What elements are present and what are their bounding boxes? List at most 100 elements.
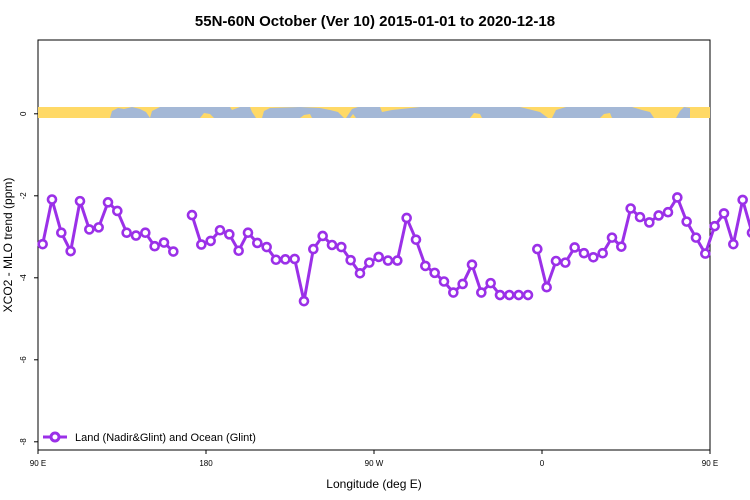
data-point — [662, 206, 674, 218]
x-tick-label: 90 E — [702, 459, 718, 468]
data-point — [392, 255, 403, 266]
data-point — [149, 240, 160, 252]
data-point — [653, 210, 664, 221]
x-tick-label: 90 E — [30, 459, 46, 468]
data-point — [494, 289, 506, 301]
series-lines — [41, 195, 750, 303]
data-point — [364, 257, 375, 268]
data-point — [252, 237, 263, 249]
data-point — [429, 267, 440, 279]
data-point — [690, 232, 702, 243]
data-point — [532, 243, 543, 255]
data-point — [672, 192, 683, 203]
data-point — [681, 216, 692, 227]
data-point — [354, 267, 366, 279]
x-tick-label: 180 — [199, 459, 213, 468]
data-point — [280, 254, 291, 265]
series-points — [37, 192, 750, 307]
data-point — [737, 194, 748, 206]
data-point — [233, 245, 244, 257]
data-point — [410, 234, 422, 245]
data-point — [46, 194, 58, 205]
data-point — [130, 230, 142, 241]
data-point — [289, 253, 300, 265]
data-point — [466, 259, 478, 270]
legend-marker — [49, 431, 61, 443]
data-point — [504, 289, 515, 301]
data-point — [569, 242, 580, 253]
x-tick-label: 0 — [540, 459, 545, 468]
data-point — [550, 255, 562, 267]
data-point — [308, 243, 319, 255]
data-point — [634, 211, 646, 223]
series-line-segment — [535, 195, 750, 289]
y-axis: 0 -2 -4 -6 -8 — [19, 111, 38, 445]
data-point — [102, 197, 114, 208]
x-tick-label: 90 W — [365, 459, 384, 468]
data-point — [186, 209, 198, 221]
data-point — [205, 235, 216, 247]
data-point — [597, 247, 608, 259]
y-axis-label: XCO2 - MLO trend (ppm) — [1, 178, 15, 313]
data-point — [196, 239, 207, 250]
data-point — [382, 255, 394, 266]
data-point — [373, 251, 384, 263]
x-axis-label: Longitude (deg E) — [326, 477, 421, 491]
data-point — [317, 230, 328, 242]
data-point — [168, 246, 179, 257]
data-point — [513, 289, 524, 301]
y-tick-label: -2 — [19, 192, 28, 200]
data-point — [700, 248, 711, 259]
data-point — [476, 287, 487, 298]
y-tick-label: -6 — [19, 356, 28, 364]
y-tick-label: 0 — [19, 111, 28, 116]
data-point — [261, 241, 272, 253]
data-point — [420, 260, 431, 272]
data-point — [93, 222, 104, 233]
data-point — [616, 241, 627, 252]
data-point — [718, 208, 730, 219]
data-point — [242, 227, 254, 238]
y-tick-label: -8 — [19, 438, 28, 446]
data-point — [270, 254, 282, 266]
data-point — [401, 212, 412, 224]
data-point — [121, 227, 132, 238]
data-point — [625, 203, 636, 214]
data-point — [541, 281, 552, 293]
data-point — [588, 251, 599, 263]
data-point — [224, 229, 235, 240]
legend: Land (Nadir&Glint) and Ocean (Glint) — [43, 431, 256, 444]
x-axis: 90 E 180 90 W 0 90 E — [30, 450, 718, 468]
map-strip-land-islands — [200, 113, 612, 118]
data-point — [522, 289, 534, 301]
data-point — [644, 217, 655, 228]
data-point — [345, 254, 356, 266]
data-point — [457, 278, 468, 290]
legend-label: Land (Nadir&Glint) and Ocean (Glint) — [75, 432, 256, 444]
map-strip — [38, 107, 710, 118]
data-point — [448, 287, 459, 298]
data-point — [158, 237, 170, 248]
data-point — [578, 247, 590, 259]
y-tick-label: -4 — [19, 274, 28, 282]
data-point — [84, 224, 95, 235]
data-point — [709, 220, 720, 232]
data-point — [438, 276, 450, 287]
map-strip-ocean — [110, 107, 690, 118]
data-point — [326, 239, 338, 251]
data-point — [298, 295, 310, 307]
data-point — [65, 245, 76, 257]
data-point — [37, 238, 48, 250]
chart-title: 55N-60N October (Ver 10) 2015-01-01 to 2… — [195, 13, 555, 30]
data-point — [214, 224, 226, 236]
data-point — [606, 232, 618, 243]
data-point — [112, 205, 123, 217]
data-point — [485, 277, 496, 289]
data-point — [728, 238, 739, 250]
data-point — [560, 257, 571, 268]
data-point — [140, 227, 151, 238]
data-point — [336, 241, 347, 253]
data-point — [74, 195, 86, 207]
data-point — [56, 227, 67, 238]
